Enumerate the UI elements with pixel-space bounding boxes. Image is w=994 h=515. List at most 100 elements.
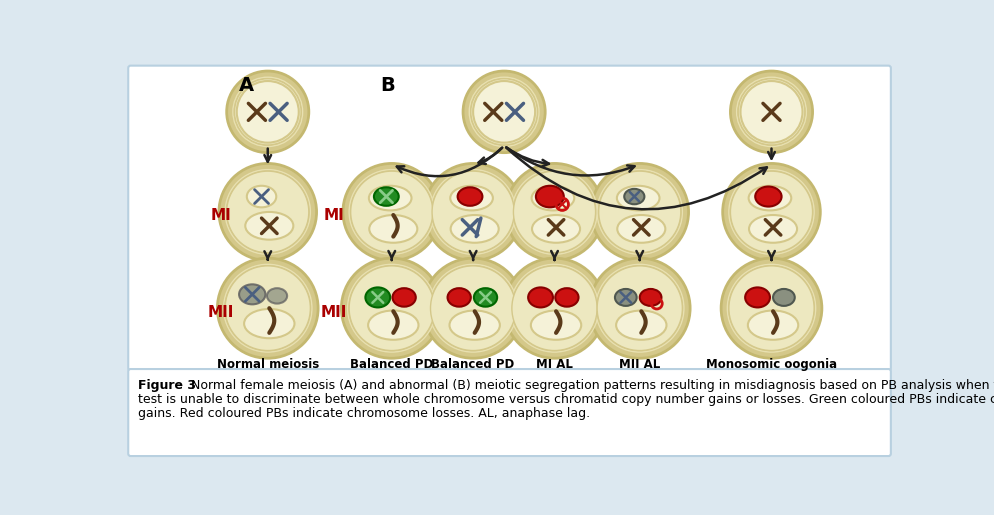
Ellipse shape xyxy=(747,311,797,340)
Ellipse shape xyxy=(623,189,644,204)
Ellipse shape xyxy=(447,288,470,306)
Ellipse shape xyxy=(511,169,596,254)
Ellipse shape xyxy=(738,79,804,145)
Ellipse shape xyxy=(430,266,515,351)
Ellipse shape xyxy=(473,288,497,306)
Text: gains. Red coloured PBs indicate chromosome losses. AL, anaphase lag.: gains. Red coloured PBs indicate chromos… xyxy=(138,407,589,420)
Ellipse shape xyxy=(470,79,537,145)
Ellipse shape xyxy=(347,264,435,352)
Ellipse shape xyxy=(531,311,580,340)
Ellipse shape xyxy=(730,171,812,253)
Ellipse shape xyxy=(422,258,523,358)
Ellipse shape xyxy=(369,186,412,211)
Ellipse shape xyxy=(736,77,805,146)
Ellipse shape xyxy=(266,288,287,303)
Ellipse shape xyxy=(595,264,683,352)
Text: test is unable to discriminate between whole chromosome versus chromatid copy nu: test is unable to discriminate between w… xyxy=(138,393,994,406)
Ellipse shape xyxy=(588,258,690,358)
Text: MI: MI xyxy=(211,208,232,224)
Ellipse shape xyxy=(504,258,604,358)
Ellipse shape xyxy=(615,311,666,340)
Ellipse shape xyxy=(614,289,636,306)
Ellipse shape xyxy=(239,284,265,304)
Ellipse shape xyxy=(772,289,794,306)
Ellipse shape xyxy=(431,171,514,253)
Ellipse shape xyxy=(368,311,418,340)
Ellipse shape xyxy=(349,169,434,254)
Text: Figure 3: Figure 3 xyxy=(138,379,196,392)
Ellipse shape xyxy=(511,266,596,351)
Ellipse shape xyxy=(555,288,578,306)
Ellipse shape xyxy=(430,169,515,254)
Ellipse shape xyxy=(721,258,821,358)
Ellipse shape xyxy=(473,81,535,143)
Ellipse shape xyxy=(754,186,781,207)
Ellipse shape xyxy=(748,215,796,243)
Ellipse shape xyxy=(233,77,302,146)
Ellipse shape xyxy=(528,287,553,307)
Text: Balanced PD: Balanced PD xyxy=(431,358,514,371)
Ellipse shape xyxy=(349,266,434,351)
Ellipse shape xyxy=(244,309,294,338)
Ellipse shape xyxy=(235,79,301,145)
Ellipse shape xyxy=(616,215,665,243)
Ellipse shape xyxy=(722,163,819,261)
Text: Normal female meiosis (A) and abnormal (B) meiotic segregation patterns resultin: Normal female meiosis (A) and abnormal (… xyxy=(183,379,994,392)
Text: MI: MI xyxy=(323,208,344,224)
Ellipse shape xyxy=(596,266,682,351)
Ellipse shape xyxy=(727,264,815,352)
Ellipse shape xyxy=(616,186,659,211)
Text: Balanced PD: Balanced PD xyxy=(350,358,433,371)
FancyBboxPatch shape xyxy=(128,369,890,456)
Text: MII AL: MII AL xyxy=(618,358,660,371)
Ellipse shape xyxy=(365,287,390,307)
Ellipse shape xyxy=(343,163,440,261)
Ellipse shape xyxy=(392,288,415,306)
Ellipse shape xyxy=(745,287,769,307)
Ellipse shape xyxy=(462,71,545,152)
Ellipse shape xyxy=(513,171,595,253)
Text: MI AL: MI AL xyxy=(536,358,573,371)
Ellipse shape xyxy=(428,264,517,352)
Ellipse shape xyxy=(639,289,661,306)
Ellipse shape xyxy=(217,258,318,358)
Ellipse shape xyxy=(510,264,598,352)
Ellipse shape xyxy=(246,212,293,239)
Ellipse shape xyxy=(247,186,276,208)
Ellipse shape xyxy=(219,163,316,261)
Ellipse shape xyxy=(423,163,522,261)
Text: Monosomic oogonia: Monosomic oogonia xyxy=(705,358,836,371)
Ellipse shape xyxy=(350,171,432,253)
Ellipse shape xyxy=(596,169,682,254)
Ellipse shape xyxy=(598,171,680,253)
Ellipse shape xyxy=(532,215,580,243)
Ellipse shape xyxy=(536,186,564,208)
Ellipse shape xyxy=(450,215,498,243)
Ellipse shape xyxy=(225,169,310,254)
Ellipse shape xyxy=(450,186,492,211)
Ellipse shape xyxy=(224,264,311,352)
Ellipse shape xyxy=(341,258,441,358)
Text: MII: MII xyxy=(208,304,235,319)
FancyBboxPatch shape xyxy=(128,65,890,371)
Ellipse shape xyxy=(469,77,539,146)
Ellipse shape xyxy=(740,81,802,143)
Ellipse shape xyxy=(531,186,574,211)
Text: B: B xyxy=(380,76,395,95)
Ellipse shape xyxy=(369,215,416,243)
Ellipse shape xyxy=(457,187,482,206)
Ellipse shape xyxy=(505,163,602,261)
Ellipse shape xyxy=(237,81,298,143)
Ellipse shape xyxy=(227,171,308,253)
Text: Normal meiosis: Normal meiosis xyxy=(217,358,318,371)
Ellipse shape xyxy=(227,71,308,152)
Ellipse shape xyxy=(729,266,813,351)
Ellipse shape xyxy=(729,169,813,254)
Ellipse shape xyxy=(225,266,310,351)
Text: A: A xyxy=(239,76,253,95)
Text: MII: MII xyxy=(320,304,347,319)
Ellipse shape xyxy=(590,163,688,261)
Ellipse shape xyxy=(374,187,399,206)
Ellipse shape xyxy=(449,311,499,340)
Ellipse shape xyxy=(730,71,812,152)
